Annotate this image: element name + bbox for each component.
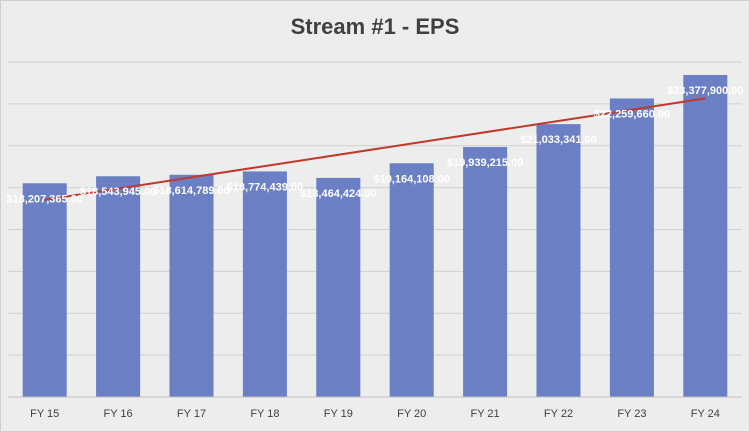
x-tick-label: FY 23: [617, 408, 646, 420]
bar: [536, 124, 581, 397]
bar: [683, 75, 728, 398]
data-label: $18,464,424.00: [300, 188, 376, 200]
data-label: $18,774,439.00: [227, 181, 303, 193]
bar: [169, 174, 214, 397]
bar: [609, 98, 654, 398]
data-label: $18,207,365.00: [6, 193, 82, 205]
data-label: $19,164,108.00: [373, 173, 449, 185]
data-label: $23,377,900.00: [667, 85, 743, 97]
x-tick-label: FY 16: [104, 408, 133, 420]
bar: [22, 183, 67, 397]
x-tick-label: FY 17: [177, 408, 206, 420]
bar: [389, 163, 434, 397]
chart-title: Stream #1 - EPS: [290, 14, 460, 39]
bar: [463, 147, 508, 397]
x-tick-label: FY 18: [250, 408, 279, 420]
x-tick-label: FY 20: [397, 408, 426, 420]
data-label: $22,259,660.00: [594, 108, 670, 120]
bar: [242, 171, 287, 397]
data-label: $18,543,945.00: [80, 186, 156, 198]
bar: [96, 176, 141, 397]
x-tick-label: FY 21: [471, 408, 500, 420]
x-tick-label: FY 15: [30, 408, 59, 420]
data-label: $21,033,341.00: [520, 134, 596, 146]
bar: [316, 177, 361, 397]
x-tick-label: FY 19: [324, 408, 353, 420]
data-label: $19,939,215.00: [447, 157, 523, 169]
data-label: $18,614,789.00: [153, 185, 229, 197]
trendline: [44, 97, 706, 201]
x-tick-label: FY 22: [544, 408, 573, 420]
x-tick-label: FY 24: [691, 408, 720, 420]
